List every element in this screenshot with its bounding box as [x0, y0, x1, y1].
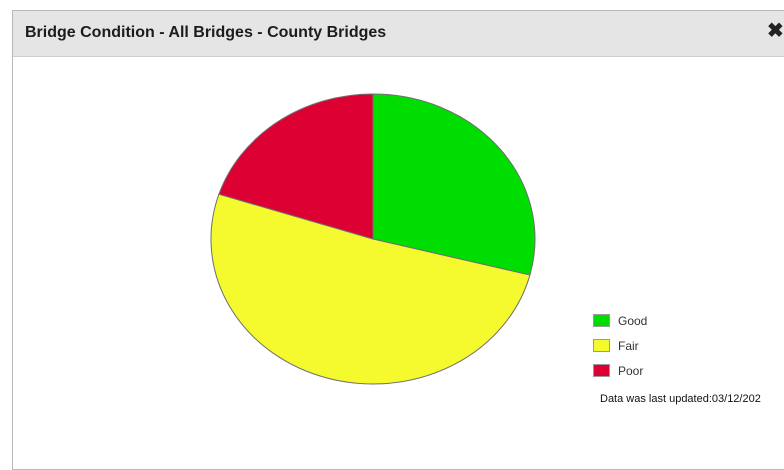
legend-swatch-poor — [593, 364, 610, 377]
legend-item-fair: Fair — [593, 333, 647, 358]
legend-label-poor: Poor — [618, 363, 644, 378]
pie-slice-good[interactable] — [372, 93, 536, 276]
legend-swatch-good — [593, 314, 610, 327]
legend-item-poor: Poor — [593, 358, 647, 383]
legend-swatch-fair — [593, 339, 610, 352]
chart-dialog: Bridge Condition - All Bridges - County … — [12, 10, 784, 470]
pie-chart — [210, 93, 536, 385]
legend-label-good: Good — [618, 313, 648, 328]
legend-item-good: Good — [593, 308, 647, 333]
close-icon[interactable]: ✖ — [767, 20, 784, 42]
chart-legend: Good Fair Poor — [593, 308, 647, 383]
pie-slice-poor[interactable] — [218, 93, 374, 240]
pie-slice-fair[interactable] — [210, 193, 531, 385]
legend-label-fair: Fair — [618, 338, 639, 353]
dialog-title: Bridge Condition - All Bridges - County … — [25, 24, 387, 41]
dialog-titlebar: Bridge Condition - All Bridges - County … — [13, 11, 784, 57]
last-updated-text: Data was last updated:03/12/202 — [600, 393, 761, 405]
